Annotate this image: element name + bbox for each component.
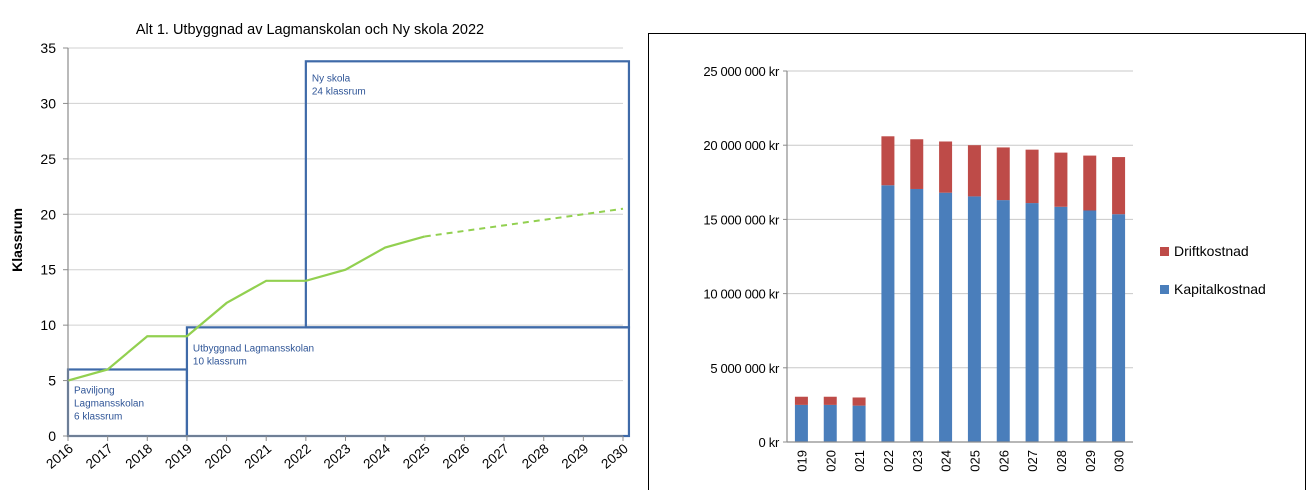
left-x-tick-label: 2022 [281, 441, 314, 472]
demand-line-actual [67, 235, 426, 382]
right-x-ticks: 019 020 021 022 023 024 025 026 027 028 029 030 [794, 450, 1126, 472]
right-x-tick-label: 021 [852, 450, 867, 472]
capacity-box-label: Lagmansskolan [74, 398, 144, 409]
cost-bars [794, 136, 1126, 442]
right-axes [786, 71, 1133, 443]
legend-label: Driftkostnad [1174, 243, 1249, 259]
right-x-tick-label: 023 [910, 450, 925, 472]
left-x-ticks: 2016 2017 2018 2019 2020 2021 2022 2023 2024 2025… [43, 436, 631, 472]
capacity-box-label: Ny skola [312, 73, 351, 84]
right-x-tick-label: 030 [1112, 450, 1127, 472]
driftkostnad-bar [1025, 149, 1039, 204]
left-y-tick-label: 30 [40, 95, 56, 111]
left-y-tick-label: 35 [40, 40, 56, 56]
kapitalkostnad-bar [996, 200, 1010, 442]
kapitalkostnad-bar [1025, 203, 1039, 442]
driftkostnad-bar [1112, 157, 1126, 215]
left-x-tick-label: 2020 [202, 441, 235, 472]
left-x-tick-label: 2028 [519, 441, 552, 472]
classroom-capacity-chart: Alt 1. Utbyggnad av Lagmanskolan och Ny … [9, 22, 631, 472]
kapitalkostnad-bar [852, 405, 866, 442]
left-y-tick-label: 5 [48, 373, 56, 389]
right-x-tick-label: 022 [881, 450, 896, 472]
driftkostnad-bar [1054, 152, 1068, 207]
left-x-tick-label: 2017 [83, 441, 116, 472]
kapitalkostnad-bar [910, 188, 924, 442]
right-y-tick-label: 0 kr [759, 435, 780, 450]
left-x-tick-label: 2023 [321, 441, 354, 472]
kapitalkostnad-bar [939, 192, 953, 442]
left-x-tick-label: 2024 [360, 441, 393, 472]
right-x-tick-label: 019 [794, 450, 809, 472]
driftkostnad-bar [996, 147, 1010, 201]
left-x-tick-label: 2025 [400, 441, 433, 472]
legend-swatch [1160, 247, 1169, 256]
left-x-tick-label: 2027 [479, 441, 512, 472]
left-y-tick-label: 10 [40, 317, 56, 333]
left-axes [67, 48, 623, 437]
left-y-ticks: 0 5 10 15 20 25 30 35 [40, 40, 68, 444]
right-x-tick-label: 028 [1054, 450, 1069, 472]
capacity-box-label: Paviljong [74, 385, 115, 396]
driftkostnad-bar [881, 136, 895, 186]
capacity-box-label: 10 klassrum [193, 356, 247, 367]
left-x-tick-label: 2016 [43, 441, 76, 472]
right-x-tick-label: 029 [1083, 450, 1098, 472]
left-x-tick-label: 2019 [162, 441, 195, 472]
kapitalkostnad-bar [794, 404, 808, 442]
kapitalkostnad-bar [1054, 206, 1068, 442]
right-y-tick-label: 5 000 000 kr [710, 361, 780, 376]
left-x-tick-label: 2021 [241, 441, 274, 472]
cost-chart: 0 kr 5 000 000 kr 10 000 000 kr 15 000 000 … [703, 64, 1266, 472]
left-y-tick-label: 20 [40, 206, 56, 222]
kapitalkostnad-bar [1083, 210, 1097, 442]
right-gridlines [787, 70, 1133, 369]
left-x-tick-label: 2030 [598, 441, 631, 472]
right-x-tick-label: 027 [1025, 450, 1040, 472]
right-y-tick-label: 10 000 000 kr [703, 287, 780, 302]
driftkostnad-bar [910, 139, 924, 189]
capacity-box-label: Utbyggnad Lagmansskolan [193, 343, 314, 354]
left-x-tick-label: 2018 [123, 441, 156, 472]
capacity-box-label: 24 klassrum [312, 86, 366, 97]
driftkostnad-bar [1083, 155, 1097, 211]
classroom-demand-line [67, 207, 624, 382]
kapitalkostnad-bar [881, 185, 895, 442]
demand-line-forecast [424, 207, 624, 238]
left-y-tick-label: 25 [40, 151, 56, 167]
capacity-box-label: 6 klassrum [74, 411, 122, 422]
cost-chart-panel: 0 kr 5 000 000 kr 10 000 000 kr 15 000 000 … [648, 33, 1306, 490]
left-chart-ylabel: Klassrum [9, 208, 25, 272]
left-x-tick-label: 2029 [559, 441, 592, 472]
left-y-tick-label: 0 [48, 428, 56, 444]
right-y-tick-label: 25 000 000 kr [703, 64, 780, 79]
kapitalkostnad-bar [967, 196, 981, 442]
kapitalkostnad-bar [823, 404, 837, 442]
right-y-tick-label: 20 000 000 kr [703, 138, 780, 153]
right-y-tick-label: 15 000 000 kr [703, 212, 780, 227]
capacity-boxes: Paviljong Lagmansskolan 6 klassrum Utbyggna… [66, 60, 631, 438]
right-x-tick-label: 026 [996, 450, 1011, 472]
cost-legend: Driftkostnad Kapitalkostnad [1160, 243, 1266, 297]
capacity-box [304, 60, 631, 329]
left-gridlines [68, 47, 623, 382]
left-y-tick-label: 15 [40, 262, 56, 278]
driftkostnad-bar [852, 397, 866, 406]
driftkostnad-bar [939, 141, 953, 193]
legend-swatch [1160, 285, 1169, 294]
right-y-ticks: 0 kr 5 000 000 kr 10 000 000 kr 15 000 000 … [703, 64, 787, 450]
right-x-tick-label: 020 [823, 450, 838, 472]
left-x-tick-label: 2026 [440, 441, 473, 472]
right-x-tick-label: 025 [967, 450, 982, 472]
left-chart-title: Alt 1. Utbyggnad av Lagmanskolan och Ny … [136, 22, 484, 38]
driftkostnad-bar [967, 145, 981, 197]
right-x-tick-label: 024 [939, 450, 954, 472]
driftkostnad-bar [794, 396, 808, 405]
driftkostnad-bar [823, 396, 837, 405]
legend-label: Kapitalkostnad [1174, 281, 1266, 297]
kapitalkostnad-bar [1112, 214, 1126, 442]
